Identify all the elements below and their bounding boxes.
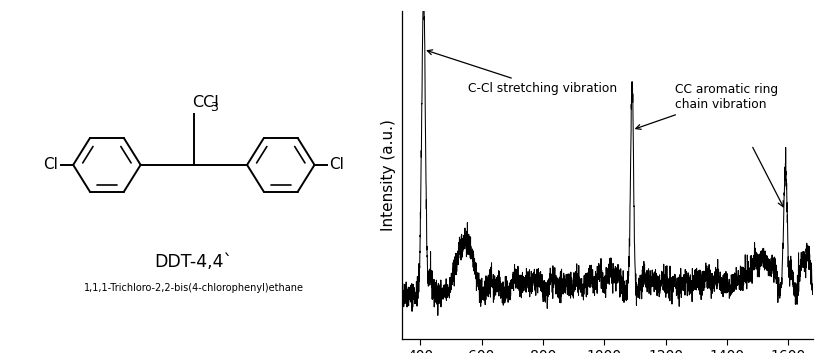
Text: DDT-4,4`: DDT-4,4` (154, 253, 233, 271)
Text: CC aromatic ring
chain vibration: CC aromatic ring chain vibration (635, 83, 778, 129)
Text: Cl: Cl (44, 157, 58, 172)
Text: CCl: CCl (192, 95, 219, 110)
Text: 3: 3 (210, 101, 218, 114)
Text: Cl: Cl (329, 157, 344, 172)
Y-axis label: Intensity (a.u.): Intensity (a.u.) (381, 119, 397, 231)
Text: 1,1,1-Trichloro-2,2-bis(4-chlorophenyl)ethane: 1,1,1-Trichloro-2,2-bis(4-chlorophenyl)e… (84, 283, 304, 293)
Text: C-Cl stretching vibration: C-Cl stretching vibration (428, 50, 617, 95)
